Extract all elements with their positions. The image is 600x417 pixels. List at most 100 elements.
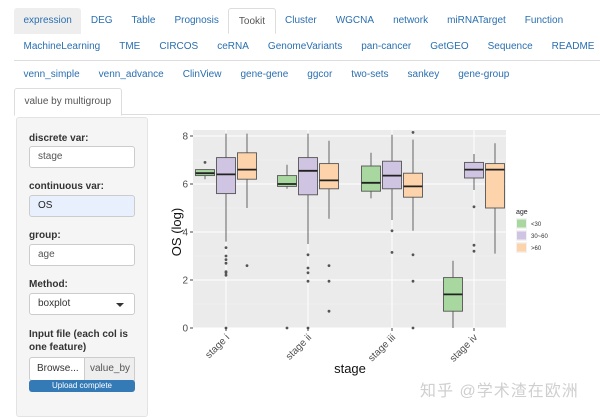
outlier-point (285, 326, 289, 330)
y-tick-label: 2 (182, 276, 188, 287)
legend-swatch (517, 219, 526, 228)
method-select[interactable]: boxplot (29, 293, 135, 315)
outlier-point (224, 261, 228, 265)
watermark: 知乎 @学术渣在欧洲 (420, 383, 579, 400)
upload-progress-bar: Upload complete (29, 380, 135, 392)
tab-getgeo[interactable]: GetGEO (430, 41, 469, 52)
outlier-point (224, 273, 228, 277)
outlier-point (224, 254, 228, 258)
chevron-down-icon (116, 303, 124, 307)
outlier-point (306, 253, 310, 257)
tab-cluster[interactable]: Cluster (285, 15, 317, 26)
box (216, 157, 236, 195)
tab-wgcna[interactable]: WGCNA (335, 15, 375, 26)
legend-label: >60 (531, 246, 542, 252)
group-label: group: (29, 230, 61, 241)
tab-circos[interactable]: CIRCOS (159, 41, 199, 52)
outlier-point (306, 266, 310, 270)
outlier-point (411, 279, 415, 283)
outlier-point (224, 271, 228, 275)
method-value: boxplot (38, 298, 71, 309)
tab-machinelearning[interactable]: MachineLearning (23, 41, 101, 52)
legend-swatch (517, 231, 526, 240)
x-tick-label: stage i (204, 332, 233, 361)
tab-expression[interactable]: expression (14, 8, 82, 34)
discrete-var-input[interactable]: stage (29, 146, 135, 168)
y-tick-label: 6 (182, 180, 188, 191)
tab-readme[interactable]: README (551, 41, 595, 52)
tab-cerna[interactable]: ceRNA (217, 41, 249, 52)
outlier-point (203, 161, 207, 164)
tab-two-sets[interactable]: two-sets (351, 69, 389, 80)
outlier-point (390, 229, 394, 233)
outlier-point (245, 264, 249, 267)
main-nav-row-1: expression DEG Table Prognosis Tookit Cluster… (14, 8, 600, 34)
outlier-point (327, 279, 331, 283)
browse-button[interactable]: Browse... (29, 357, 85, 381)
main-nav-row-2: MachineLearning TME CIRCOS ceRNA GenomeVaria… (14, 34, 600, 61)
outlier-point (224, 258, 228, 261)
tab-deg[interactable]: DEG (90, 15, 113, 26)
legend-label: 30~60 (531, 234, 549, 240)
tab-clinview[interactable]: ClinView (182, 69, 222, 80)
outlier-point (224, 246, 228, 249)
tab-network[interactable]: network (393, 15, 429, 26)
tab-gene-gene[interactable]: gene-gene (240, 69, 289, 80)
box (403, 172, 423, 198)
input-file-label: Input file (each col is one feature) (29, 329, 128, 353)
tool-subtabs: value by multigroup (14, 87, 600, 116)
sidebar-panel: discrete var: stage continuous var: OS g… (16, 117, 148, 417)
legend-label: <30 (531, 222, 542, 228)
tab-genomevariants[interactable]: GenomeVariants (267, 41, 343, 52)
file-name-field: value_by (85, 357, 135, 381)
box (361, 165, 381, 192)
tab-mirnatarget[interactable]: miRNATarget (447, 15, 506, 26)
box (485, 163, 505, 209)
continuous-var-label: continuous var: (29, 181, 105, 192)
box (277, 175, 297, 187)
outlier-point (306, 279, 310, 283)
x-tick-label: stage iii (366, 332, 398, 364)
toolkit-subnav: venn_simple venn_advance ClinView gene-gene… (14, 62, 600, 88)
x-axis-title: stage (334, 361, 366, 376)
tab-table[interactable]: Table (131, 15, 156, 26)
outlier-point (327, 264, 331, 267)
box (237, 152, 257, 180)
continuous-var-input[interactable]: OS (29, 195, 135, 217)
outlier-point (390, 251, 394, 254)
legend-title: age (516, 209, 528, 216)
tab-prognosis[interactable]: Prognosis (174, 15, 219, 26)
tab-tookit[interactable]: Tookit (228, 8, 276, 34)
x-tick-label: stage ii (284, 332, 314, 362)
tab-tme[interactable]: TME (119, 41, 141, 52)
tab-venn-simple[interactable]: venn_simple (23, 69, 80, 80)
tab-sankey[interactable]: sankey (407, 69, 440, 80)
outlier-point (411, 253, 415, 257)
outlier-point (411, 326, 415, 330)
y-tick-label: 8 (182, 132, 188, 143)
box (319, 163, 339, 190)
outlier-point (327, 309, 331, 313)
boxplot-chart: 0 2 4 6 8 stage i stage ii stage iii stage iv sta… (169, 130, 549, 376)
box (298, 157, 318, 196)
legend-swatch (517, 243, 526, 252)
y-axis-title: OS (log) (169, 208, 184, 256)
tab-venn-advance[interactable]: venn_advance (98, 69, 164, 80)
y-tick-label: 0 (182, 324, 188, 335)
group-input[interactable]: age (29, 244, 135, 266)
x-tick-label: stage iv (448, 332, 480, 364)
method-label: Method: (29, 279, 68, 290)
tab-function[interactable]: Function (524, 15, 564, 26)
tab-sequence[interactable]: Sequence (487, 41, 533, 52)
outlier-point (411, 131, 415, 134)
outlier-point (472, 205, 476, 209)
outlier-point (472, 243, 476, 247)
tab-pan-cancer[interactable]: pan-cancer (361, 41, 412, 52)
tab-gene-group[interactable]: gene-group (458, 69, 510, 80)
y-tick-label: 4 (182, 228, 188, 239)
tab-ggcor[interactable]: ggcor (307, 69, 333, 80)
tab-value-by-multigroup[interactable]: value by multigroup (14, 87, 122, 116)
outlier-point (472, 249, 476, 253)
outlier-point (306, 271, 310, 275)
discrete-var-label: discrete var: (29, 133, 89, 144)
